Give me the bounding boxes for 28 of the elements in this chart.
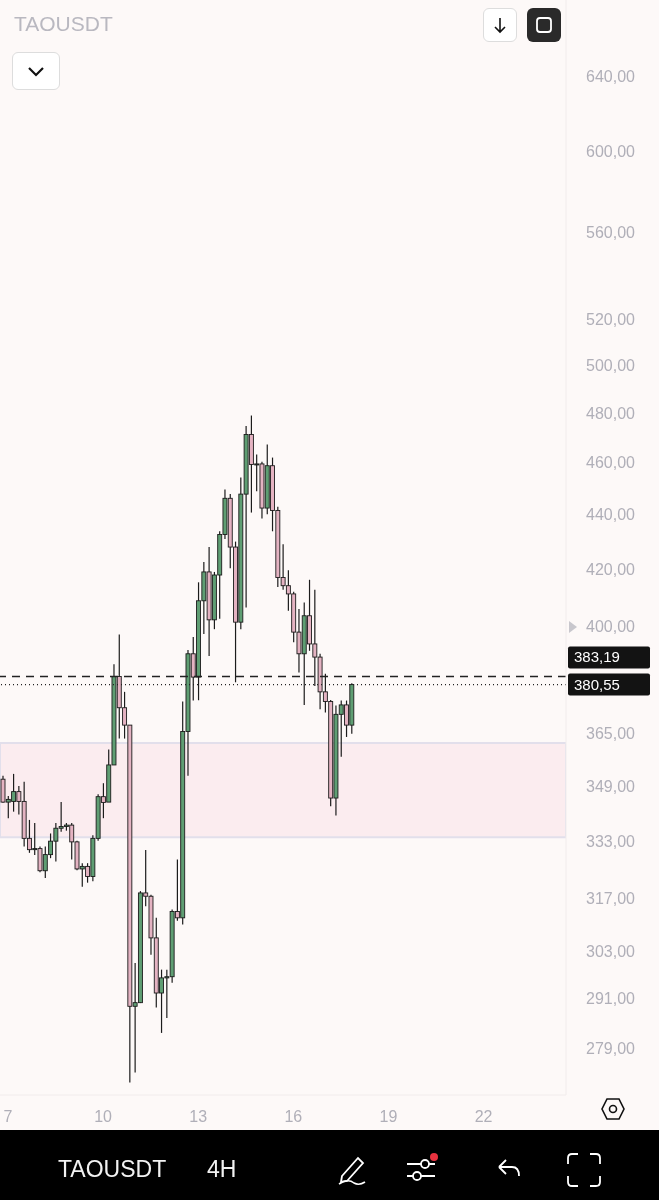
y-tick-label: 500,00	[586, 356, 636, 374]
y-tick-label: 600,00	[586, 143, 636, 161]
y-tick-label: 420,00	[586, 560, 636, 578]
y-tick-label: 317,00	[586, 890, 636, 908]
y-tick-label: 460,00	[586, 454, 636, 472]
x-tick-label: 19	[379, 1108, 398, 1126]
y-tick-label: 560,00	[586, 224, 636, 242]
text: TAOUSDT	[14, 12, 113, 36]
y-tick-label: 365,00	[586, 725, 636, 743]
text: TAOUSDT	[58, 1156, 167, 1183]
x-tick-label: 10	[94, 1108, 113, 1126]
x-tick-label: 13	[189, 1108, 208, 1126]
ref-line-label: 380,55	[574, 675, 620, 693]
y-tick-label: 349,00	[586, 777, 636, 795]
y-tick-label: 440,00	[586, 506, 636, 524]
y-tick-label: 291,00	[586, 990, 636, 1008]
text: 4H	[207, 1156, 237, 1183]
y-tick-label: 640,00	[586, 67, 636, 85]
x-tick-label: 7	[3, 1108, 13, 1126]
x-tick-label: 22	[474, 1108, 493, 1126]
x-tick-label: 16	[284, 1108, 303, 1126]
y-tick-label: 279,00	[586, 1039, 636, 1057]
y-tick-label: 333,00	[586, 832, 636, 850]
y-tick-label: 303,00	[586, 943, 636, 961]
y-tick-label: 480,00	[586, 404, 636, 422]
y-tick-label: 400,00	[586, 617, 636, 635]
y-tick-label: 520,00	[586, 310, 636, 328]
ref-line-label: 383,19	[574, 648, 620, 666]
